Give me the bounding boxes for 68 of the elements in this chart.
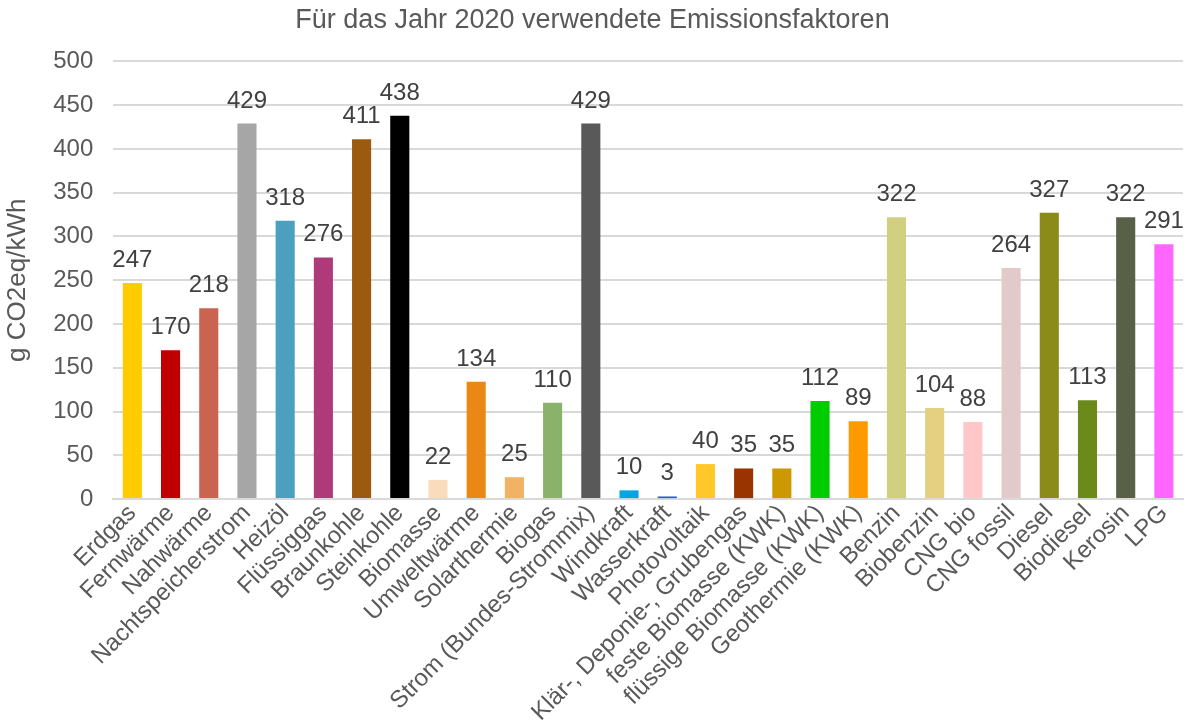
data-label: 3: [660, 458, 674, 486]
bar: [313, 257, 333, 499]
bar: [619, 490, 639, 499]
bar: [161, 350, 181, 499]
data-label: 88: [959, 384, 987, 412]
y-tick-label: 150: [53, 352, 94, 380]
bar: [199, 308, 219, 499]
y-tick-label: 450: [53, 89, 94, 117]
bar: [466, 381, 486, 499]
bar: [352, 139, 372, 499]
bar: [581, 123, 601, 499]
y-tick-label: 200: [53, 308, 94, 336]
bar: [810, 401, 830, 499]
bar: [1116, 217, 1136, 499]
data-label: 318: [265, 182, 306, 210]
data-label: 25: [501, 439, 528, 467]
y-tick-label: 0: [79, 483, 94, 511]
bar: [695, 464, 715, 499]
data-label: 438: [379, 77, 420, 105]
y-tick-label: 350: [53, 177, 94, 205]
chart-title: Für das Jahr 2020 verwendete Emissionsfaktoren: [295, 3, 890, 34]
data-label: 429: [226, 85, 267, 113]
bar: [1001, 268, 1021, 499]
bar: [848, 421, 868, 499]
data-label: 113: [1068, 362, 1107, 390]
data-label: 10: [615, 452, 643, 480]
y-tick-label: 400: [53, 133, 94, 161]
data-label: 104: [914, 370, 955, 398]
data-label: 134: [456, 343, 497, 371]
bar: [275, 220, 295, 499]
data-label: 35: [730, 430, 757, 458]
data-label: 411: [342, 101, 381, 129]
data-label: 291: [1143, 206, 1184, 234]
y-tick-label: 50: [66, 439, 94, 467]
data-label: 110: [533, 364, 572, 392]
data-label: 322: [1105, 179, 1146, 207]
bar: [122, 282, 142, 499]
y-tick-label: 500: [53, 46, 94, 74]
bar: [734, 468, 754, 499]
y-tick-label: 100: [53, 396, 94, 424]
data-label: 112: [800, 363, 840, 391]
y-tick-label: 300: [53, 221, 94, 249]
y-axis-title: g CO2eq/kWh: [0, 198, 31, 362]
bar: [1154, 244, 1174, 499]
data-label: 89: [844, 383, 872, 411]
bar: [237, 123, 257, 499]
bar: [772, 468, 792, 499]
bar: [963, 422, 983, 499]
data-label: 170: [150, 312, 191, 340]
bar: [428, 479, 448, 499]
bar: [543, 402, 563, 499]
bar: [1039, 212, 1059, 499]
data-label: 429: [570, 85, 611, 113]
y-tick-label: 250: [53, 264, 94, 292]
data-label: 22: [424, 441, 452, 469]
data-label: 247: [112, 244, 153, 272]
bar: [925, 408, 945, 499]
data-label: 322: [876, 179, 917, 207]
data-label: 218: [188, 270, 229, 298]
data-label: 327: [1029, 174, 1070, 202]
data-label: 276: [303, 219, 344, 247]
bar: [390, 115, 410, 499]
data-label: 264: [991, 230, 1032, 257]
bar: [1077, 400, 1098, 499]
data-label: 35: [768, 430, 796, 458]
bar: [886, 217, 907, 499]
bar: [504, 477, 524, 499]
data-label: 40: [692, 426, 719, 454]
